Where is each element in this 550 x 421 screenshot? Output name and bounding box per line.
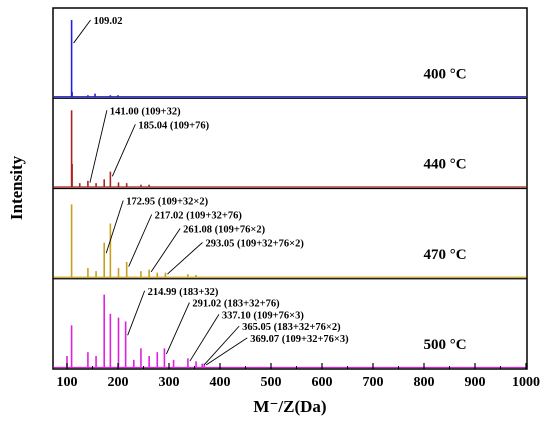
- x-axis: 100 200 300 400 500 600 700 800 900 1000: [57, 363, 540, 390]
- panel-3: 470 °C 172.95 (109+32×2) 217.02 (109+32+76…: [53, 187, 527, 278]
- annotation-arrow: [166, 302, 190, 355]
- plot-frame: [52, 7, 528, 370]
- peak-annotation: 369.07 (109+32+76×3): [250, 334, 349, 345]
- annotation-arrow: [111, 124, 136, 177]
- x-tick-label: 600: [312, 375, 333, 390]
- x-tick-label: 1000: [512, 375, 540, 390]
- x-tick-label: 200: [108, 375, 129, 390]
- annotation-arrow: [167, 242, 203, 275]
- peak-annotation: 365.05 (183+32+76×2): [242, 322, 341, 333]
- temperature-label: 500 °C: [423, 337, 466, 353]
- x-tick-label: 100: [57, 375, 78, 390]
- x-tick-label: 700: [363, 375, 384, 390]
- peak-annotation: 141.00 (109+32): [110, 106, 181, 117]
- peak-annotation: 214.99 (183+32): [148, 287, 219, 298]
- peak-annotation: 185.04 (109+76): [138, 120, 209, 131]
- peak-annotation: 172.95 (109+32×2): [126, 197, 208, 208]
- panel-1: 400 °C 109.02: [54, 16, 526, 98]
- x-axis-label: M⁻/Z(Da): [253, 397, 326, 416]
- temperature-label: 400 °C: [423, 66, 466, 82]
- x-tick-label: 500: [261, 375, 282, 390]
- x-tick-label: 800: [414, 375, 435, 390]
- temperature-label: 440 °C: [423, 157, 466, 173]
- annotation-arrow: [89, 110, 108, 183]
- x-tick-label: 400: [210, 375, 231, 390]
- annotation-arrow: [73, 19, 91, 44]
- x-tick-label: 300: [159, 375, 180, 390]
- peak-annotation: 293.05 (109+32+76×2): [205, 239, 304, 250]
- panel-2: 440 °C 141.00 (109+32) 185.04 (109+76): [53, 97, 527, 188]
- annotation-arrow: [127, 290, 146, 336]
- annotation-arrow: [205, 337, 248, 366]
- x-tick-label: 900: [465, 375, 486, 390]
- peak-annotation: 109.02: [94, 16, 123, 27]
- annotation-arrow: [203, 325, 240, 366]
- annotation-arrow: [105, 200, 124, 254]
- temperature-label: 470 °C: [423, 247, 466, 263]
- y-axis-label: Intensity: [7, 155, 26, 220]
- annotation-arrow: [128, 214, 153, 267]
- peak-annotation: 261.08 (109+76×2): [183, 225, 265, 236]
- peak-annotation: 337.10 (109+76×3): [222, 310, 304, 321]
- annotation-arrow: [150, 228, 181, 273]
- peak-annotation: 291.02 (183+32+76): [192, 299, 280, 310]
- spectra-panels: 400 °C 109.02 440 °C 141.00 (109+32) 185.04 …: [53, 16, 527, 369]
- peak-annotation: 217.02 (109+32+76): [155, 211, 243, 222]
- annotation-arrow: [189, 314, 220, 362]
